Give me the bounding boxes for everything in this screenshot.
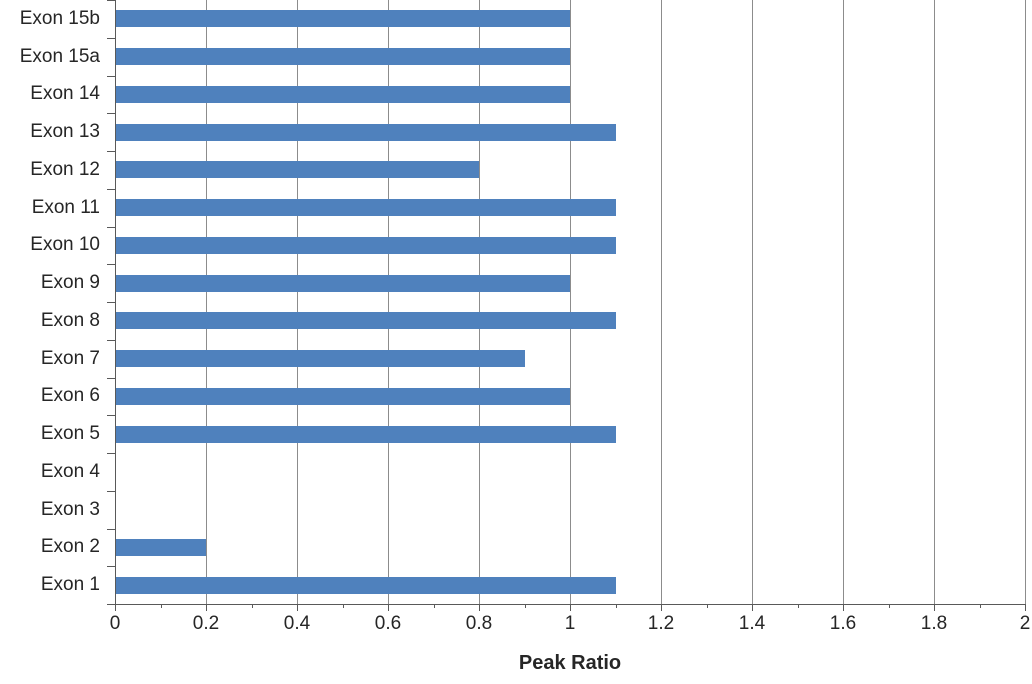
bar-exon-12 <box>115 161 479 178</box>
x-minor-tick-3 <box>252 604 253 608</box>
category-label-exon-9: Exon 9 <box>40 272 100 293</box>
x-tick-1.6 <box>843 604 844 611</box>
y-tick-13 <box>107 113 115 114</box>
x-tick-label-0.4: 0.4 <box>283 613 311 634</box>
x-minor-tick-7 <box>434 604 435 608</box>
bar-exon-5 <box>115 426 616 443</box>
gridline-x-2 <box>1025 0 1026 604</box>
y-tick-15 <box>107 38 115 39</box>
bar-exon-15b <box>115 10 570 27</box>
category-label-exon-1: Exon 1 <box>40 574 100 595</box>
bar-exon-15a <box>115 48 570 65</box>
y-tick-14 <box>107 76 115 77</box>
gridline-x-1.8 <box>934 0 935 604</box>
y-tick-11 <box>107 189 115 190</box>
x-tick-2 <box>1025 604 1026 611</box>
y-tick-10 <box>107 227 115 228</box>
x-tick-label-1.8: 1.8 <box>920 613 948 634</box>
x-tick-1.8 <box>934 604 935 611</box>
x-axis-title: Peak Ratio <box>518 652 622 674</box>
category-label-exon-8: Exon 8 <box>40 310 100 331</box>
x-tick-1.4 <box>752 604 753 611</box>
y-tick-9 <box>107 264 115 265</box>
bar-exon-1 <box>115 577 616 594</box>
category-label-exon-13: Exon 13 <box>30 121 100 142</box>
x-tick-0.8 <box>479 604 480 611</box>
gridline-x-1 <box>570 0 571 604</box>
x-minor-tick-5 <box>343 604 344 608</box>
category-label-exon-5: Exon 5 <box>40 423 100 444</box>
y-tick-4 <box>107 453 115 454</box>
bar-exon-8 <box>115 312 616 329</box>
gridline-x-1.6 <box>843 0 844 604</box>
bar-exon-13 <box>115 124 616 141</box>
gridline-x-1.4 <box>752 0 753 604</box>
category-label-exon-2: Exon 2 <box>40 536 100 557</box>
x-tick-0.4 <box>297 604 298 611</box>
y-tick-7 <box>107 340 115 341</box>
gridline-x-0.8 <box>479 0 480 604</box>
y-tick-5 <box>107 415 115 416</box>
y-tick-3 <box>107 491 115 492</box>
category-label-exon-7: Exon 7 <box>40 348 100 369</box>
y-tick-0 <box>107 604 115 605</box>
category-label-exon-4: Exon 4 <box>40 461 100 482</box>
y-tick-16 <box>107 0 115 1</box>
x-minor-tick-1 <box>161 604 162 608</box>
x-tick-label-0.2: 0.2 <box>192 613 220 634</box>
x-tick-label-0.8: 0.8 <box>465 613 493 634</box>
x-tick-0.6 <box>388 604 389 611</box>
bar-exon-14 <box>115 86 570 103</box>
x-minor-tick-11 <box>616 604 617 608</box>
category-label-exon-6: Exon 6 <box>40 385 100 406</box>
y-axis-line <box>115 0 116 605</box>
y-tick-1 <box>107 566 115 567</box>
x-tick-label-0.6: 0.6 <box>374 613 402 634</box>
y-tick-6 <box>107 378 115 379</box>
bar-exon-6 <box>115 388 570 405</box>
x-tick-0 <box>115 604 116 611</box>
bar-exon-2 <box>115 539 206 556</box>
bar-exon-9 <box>115 275 570 292</box>
category-label-exon-3: Exon 3 <box>40 499 100 520</box>
x-tick-label-0: 0 <box>109 613 121 634</box>
bar-exon-7 <box>115 350 525 367</box>
category-label-exon-15a: Exon 15a <box>19 46 100 67</box>
bar-exon-11 <box>115 199 616 216</box>
x-minor-tick-15 <box>798 604 799 608</box>
category-label-exon-10: Exon 10 <box>30 234 100 255</box>
x-minor-tick-9 <box>525 604 526 608</box>
x-tick-0.2 <box>206 604 207 611</box>
x-tick-label-1: 1 <box>564 613 576 634</box>
y-tick-2 <box>107 529 115 530</box>
category-label-exon-12: Exon 12 <box>30 159 100 180</box>
x-tick-label-1.4: 1.4 <box>738 613 766 634</box>
category-label-exon-11: Exon 11 <box>31 197 100 218</box>
y-tick-8 <box>107 302 115 303</box>
x-tick-label-1.2: 1.2 <box>647 613 675 634</box>
gridline-x-0.2 <box>206 0 207 604</box>
x-tick-label-1.6: 1.6 <box>829 613 857 634</box>
x-tick-1.2 <box>661 604 662 611</box>
x-minor-tick-17 <box>889 604 890 608</box>
category-label-exon-14: Exon 14 <box>30 83 100 104</box>
x-tick-label-2: 2 <box>1019 613 1031 634</box>
gridline-x-0.6 <box>388 0 389 604</box>
x-tick-1 <box>570 604 571 611</box>
y-tick-12 <box>107 151 115 152</box>
bar-exon-10 <box>115 237 616 254</box>
gridline-x-1.2 <box>661 0 662 604</box>
x-minor-tick-19 <box>980 604 981 608</box>
category-label-exon-15b: Exon 15b <box>19 8 100 29</box>
x-axis-line <box>115 604 1026 605</box>
x-minor-tick-13 <box>707 604 708 608</box>
gridline-x-0.4 <box>297 0 298 604</box>
